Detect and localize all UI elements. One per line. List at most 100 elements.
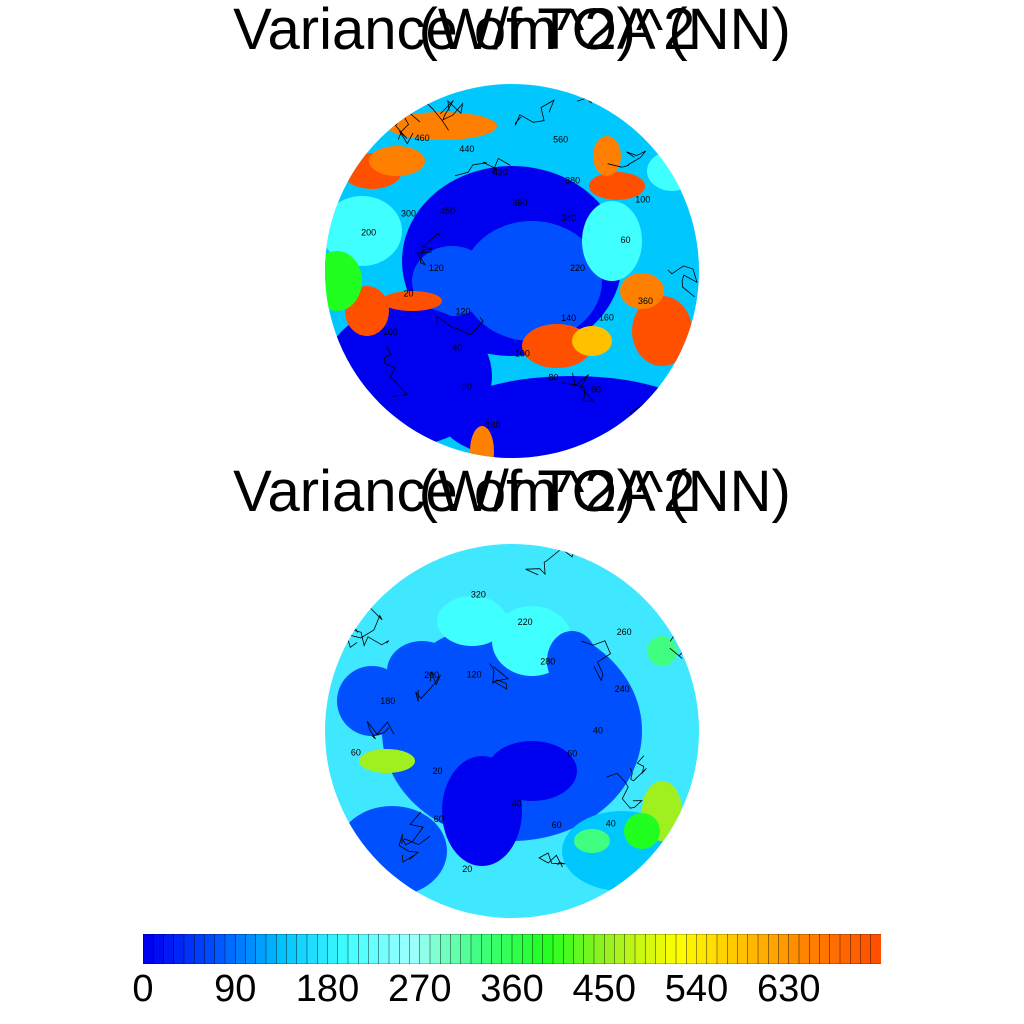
coastline [489, 663, 509, 690]
colorbar-bin [296, 934, 308, 964]
contour-label: 40 [452, 342, 462, 352]
colorbar-bin [850, 934, 862, 964]
contour-label: 320 [471, 590, 486, 600]
coastline [384, 345, 408, 397]
contour-label: 60 [351, 747, 361, 757]
field-region [325, 251, 362, 311]
contour-label: 60 [591, 385, 601, 395]
colorbar-tick-label: 450 [572, 968, 636, 1010]
colorbar-bin [604, 934, 616, 964]
colorbar-bin [511, 934, 523, 964]
colorbar-bin [593, 934, 605, 964]
colorbar [143, 934, 881, 964]
colorbar-bin [306, 934, 318, 964]
panel-1-title: Variance of TOA (NN) (W/m^2)^2 [0, 0, 1024, 60]
contour-label: 20 [462, 864, 472, 874]
field-region [582, 201, 642, 281]
colorbar-bin [409, 934, 421, 964]
colorbar-bin [819, 934, 831, 964]
colorbar-bin [809, 934, 821, 964]
colorbar-bin [583, 934, 595, 964]
coastline [667, 265, 698, 298]
contour-label: 420 [493, 167, 508, 177]
contour-label: 40 [606, 819, 616, 829]
colorbar-bin [399, 934, 411, 964]
colorbar-bin [347, 934, 359, 964]
coastline [514, 99, 555, 126]
coastline [436, 315, 484, 336]
colorbar-bin [768, 934, 780, 964]
contour-label: 120 [429, 263, 444, 273]
panel-2-title-main: Variance of TOA (NN) [233, 459, 791, 524]
panel-2-title-units: (W/m^2)^2 [418, 459, 696, 524]
coastline [440, 99, 464, 121]
colorbar-bin [634, 934, 646, 964]
contour-label: 120 [467, 670, 482, 680]
field-region [382, 291, 442, 311]
contour-label: 220 [518, 617, 533, 627]
colorbar-bin [491, 934, 503, 964]
colorbar-bin [368, 934, 380, 964]
contour-label: 60 [620, 235, 630, 245]
colorbar-bin [235, 934, 247, 964]
coastline [561, 372, 595, 402]
colorbar-tick-label: 360 [480, 968, 544, 1010]
field-region [593, 136, 621, 176]
colorbar-bin [194, 934, 206, 964]
contour-label: 60 [552, 820, 562, 830]
field-region [462, 221, 602, 341]
colorbar-bin [757, 934, 769, 964]
contour-label: 180 [380, 696, 395, 706]
colorbar-bin [839, 934, 851, 964]
coastline [398, 833, 420, 863]
polar-map-2-field: 60 40 60 40 20 60 20 60 180 200 120 320 220 280 260 240… [325, 544, 699, 918]
colorbar-bin [276, 934, 288, 964]
colorbar-bin [481, 934, 493, 964]
field-region [547, 631, 597, 691]
colorbar-bin [870, 934, 881, 964]
colorbar-bin [716, 934, 728, 964]
colorbar-bin [655, 934, 667, 964]
colorbar-bin [706, 934, 718, 964]
contour-label: 20 [403, 289, 413, 299]
colorbar-bin [645, 934, 657, 964]
colorbar-bin [686, 934, 698, 964]
field-region [442, 756, 522, 866]
colorbar-tick-label: 90 [214, 968, 257, 1010]
colorbar-bin [419, 934, 431, 964]
contour-label: 140 [561, 313, 576, 323]
coastline [606, 772, 643, 809]
colorbar-bin [173, 934, 185, 964]
colorbar-bin [532, 934, 544, 964]
contour-label: 80 [548, 372, 558, 382]
contour-label: 120 [455, 306, 470, 316]
contour-label: 20 [432, 766, 442, 776]
colorbar-bin [573, 934, 585, 964]
colorbar-bin [286, 934, 298, 964]
colorbar-tick-label: 180 [295, 968, 360, 1010]
contour-label: 220 [570, 263, 585, 273]
field-region [337, 806, 447, 896]
field-region [620, 273, 664, 309]
coastline [394, 114, 414, 145]
colorbar-bin [778, 934, 790, 964]
colorbar-bin [429, 934, 441, 964]
colorbar-tick-labels: 0 90 180 270 360 450 540 630 [0, 966, 1024, 1016]
colorbar-bin [153, 934, 165, 964]
coastline [345, 596, 383, 648]
colorbar-bin [224, 934, 236, 964]
contour-label: 450 [440, 206, 455, 216]
field-region [647, 151, 697, 191]
contour-label: 340 [561, 213, 576, 223]
contour-label: 20 [462, 382, 472, 392]
colorbar-bin [327, 934, 339, 964]
coastline [581, 640, 612, 682]
colorbar-bin [737, 934, 749, 964]
coastline [366, 721, 395, 740]
colorbar-bin [265, 934, 277, 964]
colorbar-bin [470, 934, 482, 964]
colorbar-bin [696, 934, 708, 964]
colorbar-bin [501, 934, 513, 964]
